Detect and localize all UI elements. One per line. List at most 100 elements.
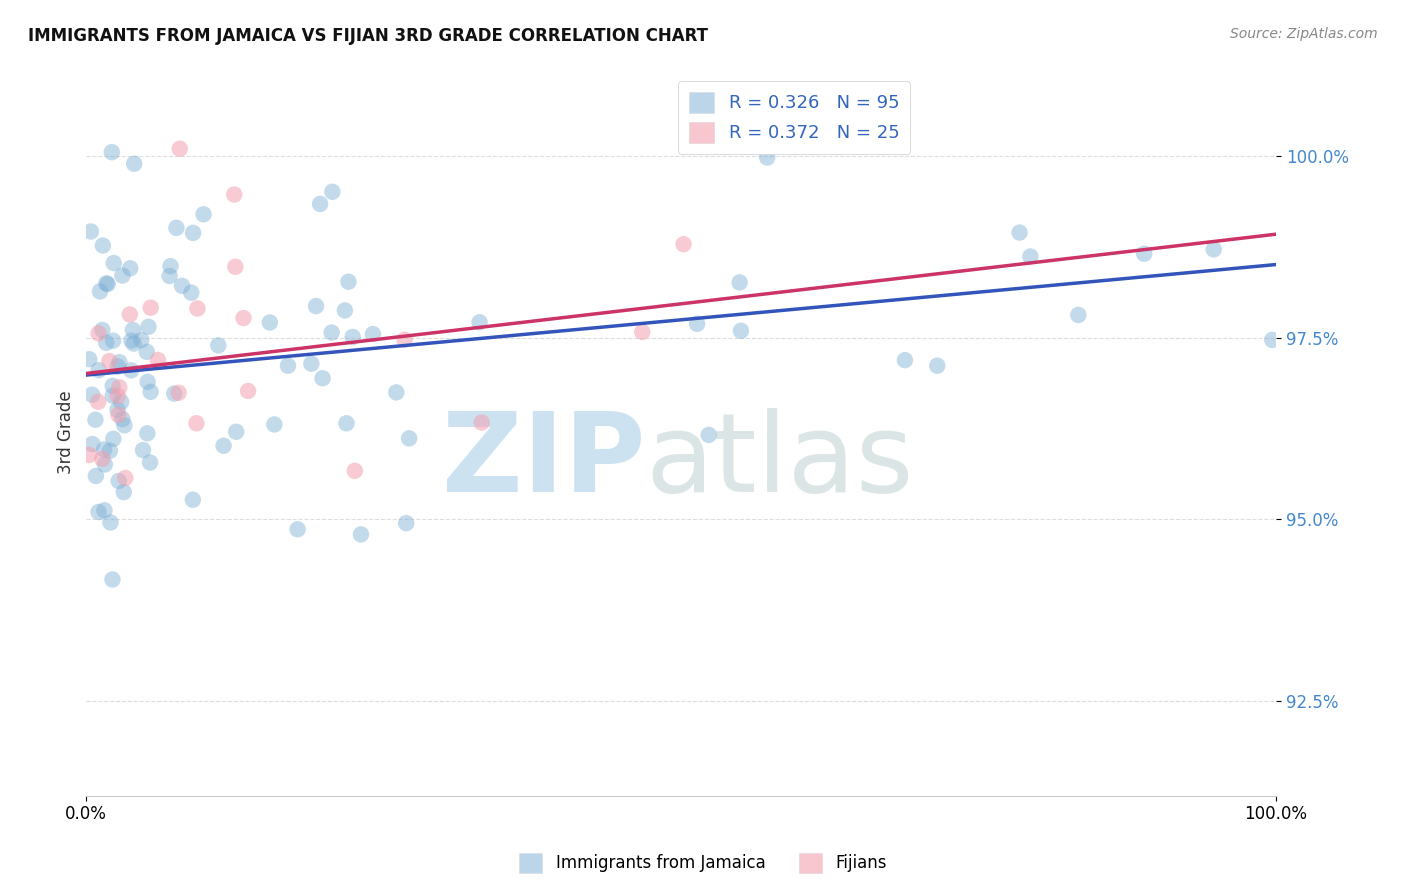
Point xyxy=(212,439,235,453)
Point xyxy=(114,418,136,433)
Y-axis label: 3rd Grade: 3rd Grade xyxy=(58,391,75,474)
Text: ZIP: ZIP xyxy=(441,408,645,515)
Point xyxy=(686,317,709,331)
Point xyxy=(343,464,366,478)
Point xyxy=(299,357,322,371)
Point xyxy=(259,316,281,330)
Point xyxy=(181,226,204,240)
Point xyxy=(108,380,131,394)
Point xyxy=(1133,246,1156,260)
Point xyxy=(103,256,125,270)
Point xyxy=(311,371,333,385)
Point xyxy=(159,268,181,283)
Point xyxy=(146,353,169,368)
Point xyxy=(337,275,360,289)
Point xyxy=(232,311,254,326)
Point xyxy=(136,426,159,441)
Point xyxy=(91,323,114,337)
Point xyxy=(159,259,181,273)
Legend: Immigrants from Jamaica, Fijians: Immigrants from Jamaica, Fijians xyxy=(512,847,894,880)
Point xyxy=(87,363,110,377)
Point xyxy=(350,527,373,541)
Point xyxy=(107,389,129,403)
Point xyxy=(186,301,208,316)
Point xyxy=(129,333,152,347)
Point xyxy=(136,375,159,389)
Point xyxy=(398,431,420,445)
Point xyxy=(224,260,246,274)
Point xyxy=(107,408,129,422)
Point xyxy=(1019,250,1042,264)
Point xyxy=(121,323,143,337)
Point xyxy=(89,285,111,299)
Point xyxy=(730,324,752,338)
Point xyxy=(82,437,104,451)
Point xyxy=(101,334,124,348)
Point xyxy=(335,417,357,431)
Point xyxy=(468,315,491,329)
Point xyxy=(1008,226,1031,240)
Point xyxy=(96,277,118,291)
Point xyxy=(94,458,117,472)
Point xyxy=(87,326,110,341)
Point xyxy=(111,268,134,283)
Point xyxy=(342,330,364,344)
Point xyxy=(305,299,328,313)
Point xyxy=(697,428,720,442)
Point xyxy=(181,492,204,507)
Point xyxy=(186,416,208,430)
Point xyxy=(385,385,408,400)
Point xyxy=(107,474,129,488)
Point xyxy=(97,277,120,291)
Point xyxy=(1067,308,1090,322)
Point xyxy=(139,301,162,315)
Point xyxy=(103,432,125,446)
Point xyxy=(471,416,494,430)
Point xyxy=(163,386,186,401)
Point xyxy=(263,417,285,432)
Point xyxy=(101,389,124,403)
Point xyxy=(107,402,129,417)
Point xyxy=(132,443,155,458)
Point xyxy=(170,278,193,293)
Point xyxy=(169,142,191,156)
Point xyxy=(111,412,134,426)
Point xyxy=(82,387,104,401)
Point xyxy=(728,276,751,290)
Point xyxy=(321,326,343,340)
Point xyxy=(91,451,114,466)
Point xyxy=(91,238,114,252)
Point xyxy=(84,469,107,483)
Point xyxy=(110,395,132,409)
Point xyxy=(763,129,786,144)
Text: atlas: atlas xyxy=(645,408,914,515)
Point xyxy=(107,359,129,374)
Point xyxy=(756,151,779,165)
Point xyxy=(122,336,145,351)
Point xyxy=(100,516,122,530)
Point xyxy=(84,413,107,427)
Point xyxy=(139,384,162,399)
Point xyxy=(361,327,384,342)
Point xyxy=(98,443,121,458)
Point xyxy=(96,335,118,350)
Point xyxy=(108,355,131,369)
Point xyxy=(135,344,157,359)
Point xyxy=(101,573,124,587)
Point xyxy=(225,425,247,439)
Point xyxy=(112,485,135,500)
Point xyxy=(122,157,145,171)
Point xyxy=(80,225,103,239)
Text: IMMIGRANTS FROM JAMAICA VS FIJIAN 3RD GRADE CORRELATION CHART: IMMIGRANTS FROM JAMAICA VS FIJIAN 3RD GR… xyxy=(28,27,709,45)
Point xyxy=(321,185,343,199)
Point xyxy=(87,394,110,409)
Point xyxy=(394,333,416,347)
Point xyxy=(224,187,246,202)
Point xyxy=(101,145,124,160)
Point xyxy=(207,338,229,352)
Point xyxy=(93,442,115,457)
Point xyxy=(139,455,162,469)
Point xyxy=(101,379,124,393)
Point xyxy=(309,197,332,211)
Point xyxy=(120,261,142,276)
